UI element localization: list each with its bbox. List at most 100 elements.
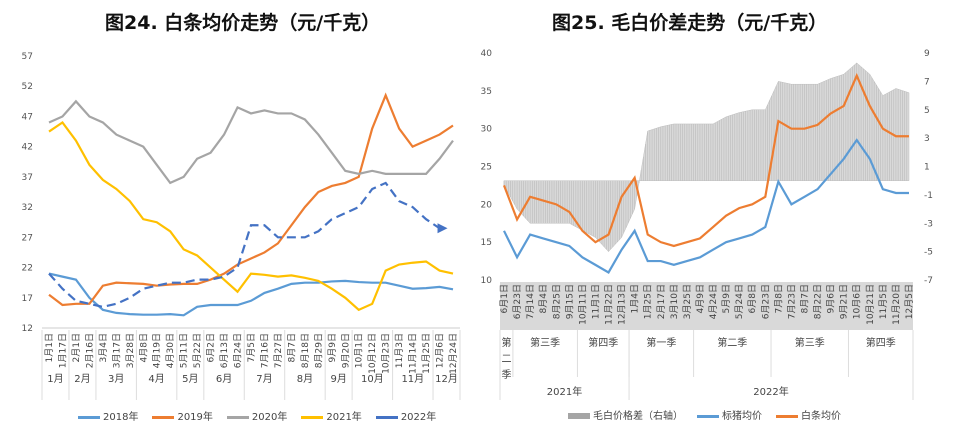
y2-tick-label: 9: [924, 49, 930, 59]
month-label: 8月: [297, 373, 313, 385]
x-tick-label: 9月20日: [340, 333, 351, 368]
x-tick-label: 12月24日: [448, 333, 459, 374]
x-tick-label: 10月23日: [381, 333, 392, 374]
x-tick-label: 11月20日: [891, 284, 902, 325]
x-tick-label: 10月6日: [852, 284, 863, 319]
legend-label: 白条均价: [801, 411, 841, 422]
x-tick-label: 3月28日: [125, 333, 136, 368]
x-tick-label: 4月30日: [165, 333, 176, 368]
x-tick-label: 10月21日: [865, 284, 876, 325]
x-tick-label: 1月4日: [630, 284, 641, 313]
year-label: 2022年: [753, 385, 788, 398]
quarter-label: 季: [501, 369, 511, 381]
month-label: 4月: [148, 373, 164, 385]
x-tick-label: 5月11日: [179, 333, 190, 368]
x-tick-label: 7月14日: [525, 284, 536, 319]
y-tick-label: 12: [22, 324, 33, 334]
x-tick-label: 8月7日: [286, 333, 297, 362]
legend-swatch: [152, 415, 175, 419]
x-tick-label: 9月6日: [826, 284, 837, 313]
legend-swatch: [568, 413, 590, 419]
right-legend: 毛白价格差（右轴） 标猪均价 白条均价: [568, 407, 841, 422]
quarter-label: 第: [501, 336, 511, 349]
y-tick-label: 25: [481, 163, 492, 173]
x-tick-label: 1月25日: [643, 284, 654, 319]
x-tick-label: 6月13日: [219, 333, 230, 368]
legend-swatch: [226, 415, 249, 419]
quarter-label: 第四季: [866, 336, 896, 349]
legend-swatch: [375, 415, 398, 419]
x-tick-label: 6月24日: [233, 333, 244, 368]
y-tick-label: 52: [22, 82, 33, 92]
x-tick-label: 3月25日: [682, 284, 693, 319]
x-tick-label: 6月1日: [499, 284, 510, 313]
x-tick-label: 2月16日: [84, 333, 95, 368]
x-tick-label: 10月1日: [354, 333, 365, 368]
quarter-label: 二: [501, 354, 511, 365]
y-tick-label: 40: [481, 49, 493, 59]
x-tick-label: 6月8日: [747, 284, 758, 313]
x-tick-label: 7月5日: [246, 333, 257, 362]
month-label: 10月: [361, 373, 384, 385]
y2-tick-label: -1: [924, 191, 933, 201]
y-tick-label: 27: [22, 233, 33, 243]
y-tick-label: 10: [481, 276, 493, 286]
x-tick-label: 12月13日: [617, 284, 628, 325]
x-tick-label: 11月22日: [604, 284, 615, 325]
y-tick-label: 47: [22, 112, 33, 122]
legend-label: 标猪均价: [722, 411, 762, 422]
x-tick-label: 12月5日: [904, 284, 915, 319]
legend-item: 标猪均价: [697, 407, 762, 422]
x-tick-label: 2月1日: [71, 333, 82, 362]
x-tick-label: 9月9日: [327, 333, 338, 362]
quarter-label: 第三季: [795, 336, 825, 349]
quarter-label: 第二季: [717, 336, 747, 349]
legend-swatch: [78, 415, 100, 419]
legend-item: 白条均价: [776, 407, 841, 422]
month-label: 5月: [182, 373, 198, 385]
quarter-label: 第三季: [530, 336, 560, 349]
x-tick-label: 4月8日: [138, 333, 149, 362]
month-label: 3月: [108, 373, 124, 385]
right-chart-title: 图25. 毛白价差走势（元/千克）: [552, 12, 828, 34]
legend-label: 2018年: [103, 412, 139, 423]
x-tick-label: 3月10日: [669, 284, 680, 319]
x-tick-label: 4月24日: [708, 284, 719, 319]
x-tick-label: 6月2日: [206, 333, 217, 362]
series-line-2021年: [48, 120, 454, 312]
legend-item: 2022年: [375, 408, 437, 423]
series-line-2022年: [48, 181, 441, 308]
x-axis-band: [500, 282, 913, 330]
x-tick-label: 3月17日: [111, 333, 122, 368]
x-tick-label: 9月21日: [839, 284, 850, 319]
x-tick-label: 7月23日: [786, 284, 797, 319]
y-tick-label: 17: [22, 294, 33, 304]
x-tick-label: 11月1日: [590, 284, 601, 319]
y-tick-label: 57: [22, 52, 33, 62]
legend-swatch: [301, 415, 324, 419]
x-tick-label: 4月9日: [695, 284, 706, 313]
month-label: 7月: [256, 373, 272, 385]
x-tick-label: 10月12日: [367, 333, 378, 374]
month-label: 6月: [216, 373, 232, 385]
legend-label: 2022年: [400, 412, 437, 423]
x-tick-label: 10月11日: [577, 284, 588, 325]
y-tick-label: 35: [481, 87, 492, 97]
x-tick-label: 1月17日: [57, 333, 68, 368]
legend-item: 毛白价格差（右轴）: [568, 407, 683, 422]
y2-tick-label: 1: [924, 163, 930, 173]
legend-item: 2020年: [226, 408, 287, 423]
month-label: 11月: [401, 373, 424, 385]
series-line-2020年: [48, 99, 454, 185]
legend-item: 2021年: [301, 408, 362, 423]
x-tick-label: 11月14日: [408, 333, 419, 374]
x-tick-label: 8月4日: [538, 284, 549, 313]
legend-label: 毛白价格差（右轴）: [593, 411, 683, 422]
y-tick-label: 32: [22, 203, 33, 213]
x-tick-label: 9月15日: [564, 284, 575, 319]
month-label: 1月: [47, 373, 63, 385]
x-tick-label: 12月6日: [435, 333, 446, 368]
y2-tick-label: 7: [924, 77, 930, 87]
x-tick-label: 6月23日: [512, 284, 523, 319]
